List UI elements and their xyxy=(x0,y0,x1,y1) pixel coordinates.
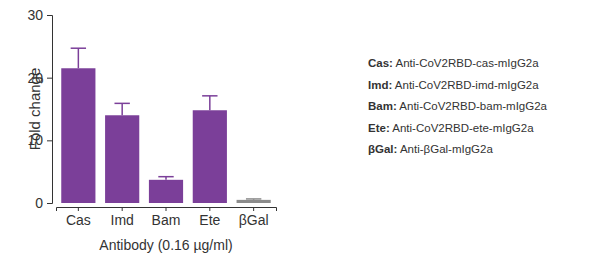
x-tick: Bam xyxy=(152,207,181,228)
x-tick-label: Bam xyxy=(152,212,181,228)
x-tick-label: βGal xyxy=(239,212,269,228)
error-cap xyxy=(114,103,129,105)
x-tick-mark xyxy=(122,207,123,211)
x-axis-title: Antibody (0.16 µg/ml) xyxy=(99,237,232,253)
error-cap xyxy=(202,95,217,97)
error-bar xyxy=(114,103,129,115)
error-cap xyxy=(158,176,173,178)
y-axis-line xyxy=(47,16,53,204)
x-tick: Cas xyxy=(66,207,91,228)
y-tick: 0 xyxy=(35,195,52,211)
x-tick-label: Imd xyxy=(111,212,134,228)
error-whisker xyxy=(209,96,211,110)
annotation-text: Anti-CoV2RBD-imd-mIgG2a xyxy=(392,79,539,91)
annotation-text: Anti-CoV2RBD-bam-mIgG2a xyxy=(397,100,548,112)
annotation-text: Anti-CoV2RBD-ete-mIgG2a xyxy=(390,122,534,134)
annotation: βGal: Anti-βGal-mIgG2a xyxy=(368,143,493,155)
error-bar xyxy=(202,96,217,110)
error-bar xyxy=(246,198,261,200)
y-tick-mark xyxy=(47,203,52,204)
annotation: Cas: Anti-CoV2RBD-cas-mIgG2a xyxy=(368,57,539,69)
plot-area xyxy=(61,48,270,203)
annotation-key: Cas: xyxy=(368,57,393,69)
y-tick-mark xyxy=(47,78,52,79)
x-tick-mark xyxy=(78,207,79,211)
x-tick-label: Ete xyxy=(199,212,220,228)
annotation: Bam: Anti-CoV2RBD-bam-mIgG2a xyxy=(368,100,548,112)
x-tick-label: Cas xyxy=(66,212,91,228)
bar xyxy=(193,110,227,203)
x-tick-mark xyxy=(209,207,210,211)
bar xyxy=(105,115,139,203)
annotation: Imd: Anti-CoV2RBD-imd-mIgG2a xyxy=(368,79,539,91)
x-axis: Cas Imd Bam Ete βGal xyxy=(57,207,277,228)
bar xyxy=(149,180,183,203)
chart-container: 0102030CasImdBamEteβGalFold changeAntibo… xyxy=(0,0,600,270)
y-tick-label: 0 xyxy=(35,195,43,211)
x-tick: βGal xyxy=(239,207,269,228)
x-axis-line xyxy=(57,208,277,212)
chart-svg: 0102030CasImdBamEteβGalFold changeAntibo… xyxy=(0,0,600,270)
y-axis-title: Fold change xyxy=(26,68,43,151)
y-tick-mark xyxy=(47,140,52,141)
annotation-key: Ete: xyxy=(368,122,390,134)
error-bar xyxy=(158,177,173,180)
y-tick-mark xyxy=(47,15,52,16)
x-tick: Ete xyxy=(199,207,220,228)
error-cap xyxy=(71,47,86,49)
annotation-key: Bam: xyxy=(368,100,397,112)
error-whisker xyxy=(121,103,123,115)
annotation-key: βGal: xyxy=(368,143,397,155)
annotation-key: Imd: xyxy=(368,79,392,91)
bar xyxy=(237,200,271,203)
y-tick: 30 xyxy=(27,7,52,23)
annotations: Cas: Anti-CoV2RBD-cas-mIgG2aImd: Anti-Co… xyxy=(368,57,548,155)
annotation: Ete: Anti-CoV2RBD-ete-mIgG2a xyxy=(368,122,534,134)
bar xyxy=(61,68,95,203)
error-cap xyxy=(246,198,261,200)
y-tick-label: 30 xyxy=(27,7,43,23)
error-whisker xyxy=(78,48,80,68)
x-tick-mark xyxy=(166,207,167,211)
annotation-text: Anti-βGal-mIgG2a xyxy=(397,143,493,155)
x-tick: Imd xyxy=(111,207,134,228)
error-bar xyxy=(71,48,86,68)
x-tick-mark xyxy=(253,207,254,211)
annotation-text: Anti-CoV2RBD-cas-mIgG2a xyxy=(393,57,539,69)
